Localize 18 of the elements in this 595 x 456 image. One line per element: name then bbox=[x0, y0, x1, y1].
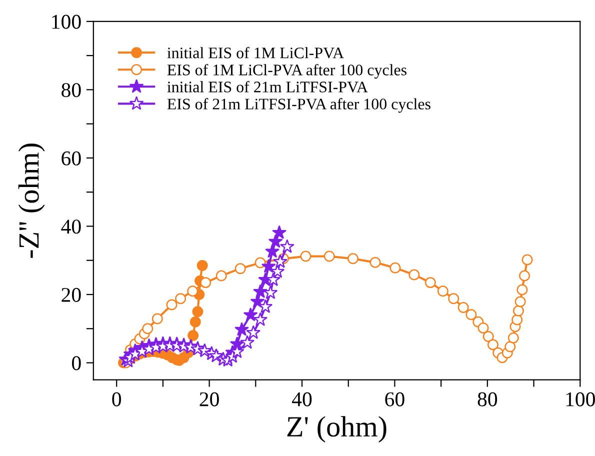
legend-label: EIS of 1M LiCl-PVA after 100 cycles bbox=[167, 64, 406, 79]
x-tick-label: 20 bbox=[200, 392, 219, 406]
y-tick-label: 0 bbox=[72, 356, 81, 370]
y-tick-label: 60 bbox=[62, 151, 81, 166]
x-tick-label: 80 bbox=[478, 392, 498, 406]
y-axis-title: -Z'' (ohm) bbox=[18, 144, 45, 258]
y-tick-label: 20 bbox=[62, 288, 81, 302]
legend-label: EIS of 21m LiTFSI-PVA after 100 cycles bbox=[167, 98, 430, 113]
legend-label: initial EIS of 1M LiCl-PVA bbox=[167, 46, 344, 58]
x-tick-label: 60 bbox=[385, 392, 404, 406]
y-tick-label: 80 bbox=[62, 83, 81, 98]
x-tick-label: 0 bbox=[112, 392, 122, 406]
x-axis-title: Z' (ohm) bbox=[287, 416, 386, 443]
x-tick-label: 100 bbox=[566, 392, 595, 406]
y-tick-label: 40 bbox=[61, 220, 81, 234]
x-tick-label: 40 bbox=[292, 392, 312, 406]
y-tick-label: 100 bbox=[52, 14, 81, 29]
legend-label: initial EIS of 21m LiTFSI-PVA bbox=[167, 80, 368, 92]
